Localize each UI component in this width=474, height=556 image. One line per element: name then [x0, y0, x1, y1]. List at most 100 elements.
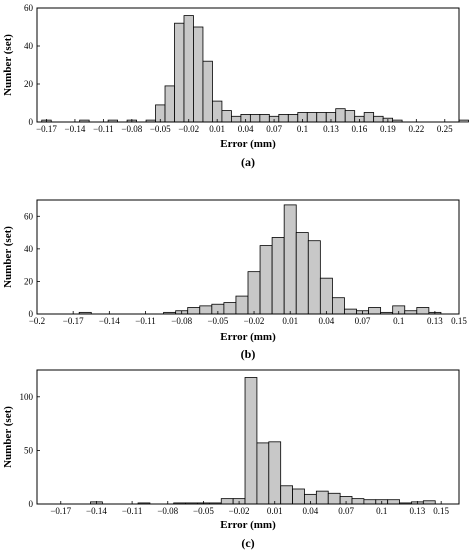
histogram-bar	[202, 60, 213, 123]
panel-label: (a)	[241, 155, 255, 169]
histogram-bar	[416, 307, 430, 315]
histogram-bar	[220, 498, 234, 505]
x-tick-label: 0.1	[297, 124, 308, 134]
x-tick-label: 0.1	[393, 316, 404, 326]
histogram-bar	[183, 15, 194, 123]
histogram-bar	[259, 114, 270, 123]
histogram-bar	[271, 237, 285, 315]
x-axis-label: Error (mm)	[220, 138, 276, 150]
histogram-bar	[363, 112, 375, 123]
x-tick-label: −0.05	[150, 124, 171, 134]
histogram-bar	[244, 377, 258, 505]
x-tick-label: 0.22	[408, 124, 424, 134]
y-tick-label: 0	[29, 117, 34, 127]
histogram-bar	[221, 110, 232, 123]
x-tick-label: 0.01	[267, 506, 283, 516]
x-tick-label: 0.04	[318, 316, 334, 326]
histogram-bar	[249, 114, 261, 123]
chart-panel-1: −0.17 −0.14 −0.11 −0.08 −0.05 −0.02 0.01 0.04 0.…	[2, 3, 469, 169]
y-tick-label: 20	[24, 276, 34, 286]
x-tick-label: −0.02	[229, 506, 250, 516]
histogram-bar	[344, 110, 356, 123]
histogram-bar	[268, 441, 282, 505]
x-axis-label: Error (mm)	[220, 519, 276, 531]
x-tick-label: 0.04	[238, 124, 254, 134]
x-tick-label: −0.14	[86, 506, 107, 516]
x-tick-label: −0.11	[135, 316, 156, 326]
histogram-bar	[306, 112, 318, 123]
histogram-bar	[174, 22, 185, 123]
x-tick-label: −0.2	[29, 316, 45, 326]
x-tick-label: 0.04	[303, 506, 319, 516]
histogram-bar	[327, 492, 341, 505]
histogram-bar	[187, 307, 201, 315]
histogram-bar	[363, 499, 377, 505]
histogram-bar	[283, 204, 297, 315]
y-tick-label: 40	[24, 41, 34, 51]
histogram-bar	[373, 115, 384, 123]
histogram-bar	[164, 85, 175, 123]
histogram-bar	[235, 295, 249, 315]
panel-label: (c)	[241, 536, 254, 550]
histogram-bar	[287, 114, 299, 123]
x-tick-label: −0.17	[63, 316, 84, 326]
x-tick-label: 0.19	[380, 124, 396, 134]
x-tick-label: 0.01	[209, 124, 225, 134]
histogram-bar	[223, 302, 237, 315]
x-tick-label: 0.15	[433, 506, 449, 516]
panel-label: (b)	[241, 347, 256, 361]
chart-panel-2: −0.2 −0.17 −0.14 −0.11 −0.08 −0.05 −0.02 0.01 0.…	[2, 199, 467, 361]
y-tick-label: 50	[24, 445, 34, 455]
y-tick-label: 100	[20, 392, 34, 402]
x-tick-label: −0.14	[99, 316, 120, 326]
histogram-bar	[280, 485, 293, 505]
y-tick-label: 0	[29, 309, 34, 319]
x-tick-label: −0.08	[121, 124, 142, 134]
x-tick-label: −0.05	[207, 316, 228, 326]
histogram-bar	[458, 119, 469, 123]
x-tick-label: 0.07	[338, 506, 354, 516]
y-axis-label: Number (set)	[2, 406, 14, 468]
x-tick-label: −0.17	[36, 124, 57, 134]
histogram-bar	[319, 277, 333, 315]
y-tick-label: 40	[24, 244, 34, 254]
histogram-bar	[193, 26, 204, 123]
y-tick-label: 20	[24, 79, 34, 89]
histogram-bar	[295, 232, 309, 315]
histogram-bar	[368, 307, 382, 315]
x-tick-label: 0.16	[352, 124, 368, 134]
plot-frame	[36, 199, 460, 315]
plot-frame	[36, 7, 460, 123]
x-tick-label: −0.02	[178, 124, 199, 134]
histogram-bar	[212, 100, 223, 123]
x-tick-label: −0.05	[193, 506, 214, 516]
plot-frame	[36, 369, 460, 505]
histogram-bar	[307, 240, 321, 315]
x-tick-label: 0.1	[376, 506, 387, 516]
x-tick-label: −0.14	[65, 124, 86, 134]
x-tick-label: −0.17	[50, 506, 71, 516]
x-tick-label: −0.08	[171, 316, 192, 326]
histogram-bar	[331, 297, 345, 315]
x-tick-label: 0.07	[266, 124, 282, 134]
y-tick-label: 60	[24, 211, 34, 221]
x-tick-label: 0.13	[427, 316, 443, 326]
histogram-bar	[315, 490, 329, 505]
x-tick-label: 0.07	[355, 316, 371, 326]
histogram-bar	[351, 498, 365, 505]
histogram-bar	[387, 499, 400, 505]
y-axis-label: Number (set)	[2, 226, 14, 288]
x-tick-label: 0.13	[323, 124, 339, 134]
histogram-bar	[316, 112, 327, 123]
histogram-bar	[230, 115, 242, 123]
chart-panel-3: −0.17 −0.14 −0.11 −0.08 −0.05 −0.02 0.01 0.04 0.…	[2, 369, 460, 550]
y-tick-label: 60	[24, 3, 34, 13]
histogram-bar	[344, 308, 357, 315]
y-tick-label: 0	[29, 499, 34, 509]
x-tick-label: 0.01	[282, 316, 298, 326]
x-tick-label: −0.02	[244, 316, 265, 326]
x-tick-label: 0.15	[451, 316, 467, 326]
histogram-bar	[335, 108, 346, 123]
histogram-bar	[278, 114, 289, 123]
